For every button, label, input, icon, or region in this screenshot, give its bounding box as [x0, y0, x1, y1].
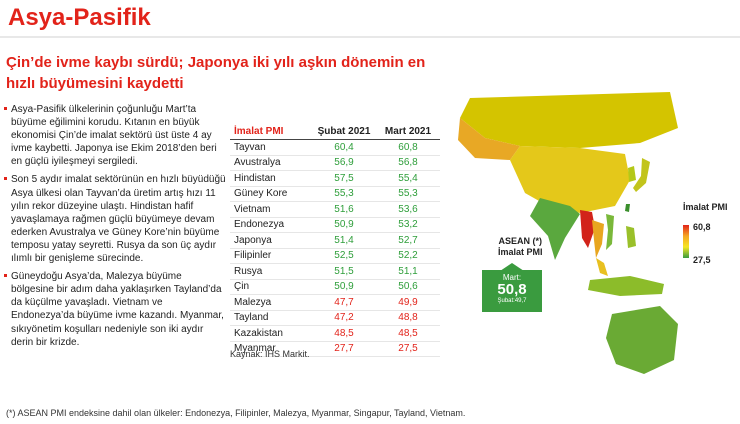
cell-feb: 51,5: [312, 263, 376, 280]
asean-label-line2: İmalat PMI: [498, 247, 543, 257]
cell-mar: 48,8: [376, 310, 440, 326]
table-row: Kazakistan 48,5 48,5: [230, 325, 440, 342]
table-row: Rusya 51,5 51,1: [230, 263, 440, 280]
cell-mar: 49,9: [376, 294, 440, 311]
asean-box-pointer: [500, 263, 524, 271]
map-taiwan: [625, 204, 630, 212]
cell-feb: 27,7: [312, 341, 376, 357]
cell-country: Güney Kore: [230, 186, 312, 202]
map-myanmar: [580, 210, 595, 248]
cell-feb: 55,3: [312, 186, 376, 202]
source-note: Kaynak: IHS Markit.: [230, 349, 310, 359]
cell-mar: 51,1: [376, 263, 440, 280]
pmi-table: İmalat PMI Şubat 2021 Mart 2021 Tayvan 60…: [230, 123, 440, 357]
bullet-item: Son 5 aydır imalat sektörünün en hızlı b…: [4, 173, 226, 265]
legend-max: 60,8: [693, 222, 711, 232]
table-row: Tayvan 60,4 60,8: [230, 139, 440, 156]
cell-mar: 48,5: [376, 325, 440, 342]
asean-label: ASEAN (*) İmalat PMI: [498, 236, 543, 258]
map-india: [530, 198, 580, 260]
asean-prev: Şubat:49,7: [497, 298, 527, 304]
table-row: Filipinler 52,5 52,2: [230, 248, 440, 264]
cell-feb: 52,5: [312, 248, 376, 264]
map-china: [510, 146, 630, 213]
asia-pacific-map: [458, 92, 678, 374]
legend-color-scale: [683, 225, 689, 258]
cell-feb: 47,2: [312, 310, 376, 326]
map-russia: [460, 92, 678, 148]
map-japan: [633, 158, 650, 192]
cell-country: Tayvan: [230, 139, 312, 156]
table-row: Malezya 47,7 49,9: [230, 294, 440, 311]
cell-country: Avustralya: [230, 155, 312, 171]
cell-mar: 52,7: [376, 232, 440, 249]
cell-country: Vietnam: [230, 201, 312, 218]
cell-mar: 56,8: [376, 155, 440, 171]
cell-country: Hindistan: [230, 170, 312, 187]
cell-feb: 60,4: [312, 139, 376, 156]
table-row: Vietnam 51,6 53,6: [230, 201, 440, 218]
cell-country: Kazakistan: [230, 325, 312, 342]
cell-country: Rusya: [230, 263, 312, 280]
bullet-item: Asya-Pasifik ülkelerinin çoğunluğu Mart’…: [4, 103, 226, 168]
subtitle: Çin’de ivme kaybı sürdü; Japonya iki yıl…: [6, 54, 426, 92]
table-row: Myanmar 27,7 27,5: [230, 341, 440, 357]
cell-feb: 51,6: [312, 201, 376, 218]
column-header-feb: Şubat 2021: [312, 123, 376, 140]
map-philippines: [626, 226, 636, 248]
cell-feb: 48,5: [312, 325, 376, 342]
map-australia: [606, 306, 678, 374]
cell-country: Çin: [230, 279, 312, 295]
title-divider: [0, 36, 740, 38]
table-row: Çin 50,9 50,6: [230, 279, 440, 295]
bullet-item: Güneydoğu Asya’da, Malezya büyüme bölges…: [4, 270, 226, 349]
table-row: Endonezya 50,9 53,2: [230, 217, 440, 233]
table-row: Hindistan 57,5 55,4: [230, 170, 440, 187]
cell-mar: 53,6: [376, 201, 440, 218]
map-malaysia: [596, 258, 608, 276]
cell-mar: 53,2: [376, 217, 440, 233]
column-header-country: İmalat PMI: [230, 123, 312, 140]
cell-country: Endonezya: [230, 217, 312, 233]
cell-feb: 57,5: [312, 170, 376, 187]
asean-month: Mart:: [502, 273, 522, 282]
table-row: Avustralya 56,9 56,8: [230, 155, 440, 171]
asean-label-line1: ASEAN (*): [498, 236, 543, 246]
map-south-korea: [628, 166, 636, 182]
asean-value: 50,8: [497, 281, 527, 298]
cell-mar: 50,6: [376, 279, 440, 295]
cell-feb: 50,9: [312, 279, 376, 295]
cell-country: Filipinler: [230, 248, 312, 264]
column-header-mar: Mart 2021: [376, 123, 440, 140]
legend-min: 27,5: [693, 255, 711, 265]
cell-feb: 47,7: [312, 294, 376, 311]
map-thailand: [592, 220, 604, 258]
legend-title: İmalat PMI: [683, 202, 728, 212]
footnote: (*) ASEAN PMI endeksine dahil olan ülkel…: [6, 408, 466, 418]
cell-mar: 52,2: [376, 248, 440, 264]
map-vietnam: [606, 214, 614, 250]
cell-feb: 56,9: [312, 155, 376, 171]
cell-country: Malezya: [230, 294, 312, 311]
table-body: Tayvan 60,4 60,8 Avustralya 56,9 56,8 Hindista…: [230, 139, 440, 357]
cell-feb: 51,4: [312, 232, 376, 249]
table-row: Japonya 51,4 52,7: [230, 232, 440, 249]
bullet-list: Asya-Pasifik ülkelerinin çoğunluğu Mart’…: [4, 103, 226, 354]
cell-feb: 50,9: [312, 217, 376, 233]
cell-country: Tayland: [230, 310, 312, 326]
table-row: Güney Kore 55,3 55,3: [230, 186, 440, 202]
table-row: Tayland 47,2 48,8: [230, 310, 440, 326]
page-title: Asya-Pasifik: [8, 4, 151, 31]
map-indonesia: [588, 276, 664, 296]
cell-mar: 55,4: [376, 170, 440, 187]
cell-mar: 55,3: [376, 186, 440, 202]
table-header-row: İmalat PMI Şubat 2021 Mart 2021: [230, 123, 440, 140]
asean-pmi-box: Mart: 50,8 Şubat:49,7: [482, 270, 542, 312]
cell-mar: 60,8: [376, 139, 440, 156]
cell-country: Japonya: [230, 232, 312, 249]
map-kazakhstan: [458, 118, 520, 160]
cell-mar: 27,5: [376, 341, 440, 357]
cell-country: Myanmar: [230, 341, 312, 357]
